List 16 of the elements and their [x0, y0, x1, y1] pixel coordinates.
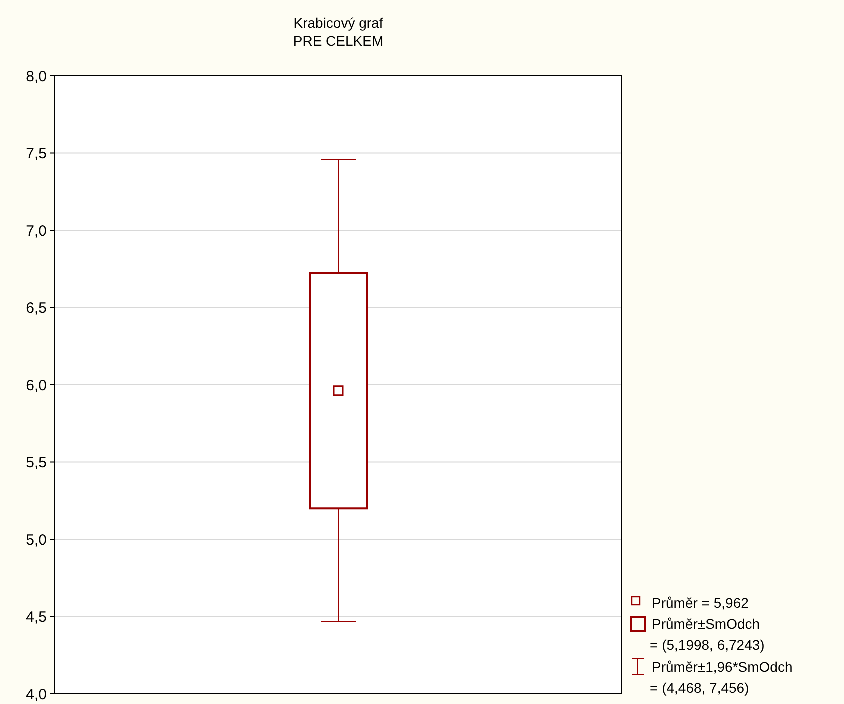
y-tick-label: 8,0 [26, 68, 47, 86]
y-tick-label: 7,0 [26, 222, 47, 240]
text: = (5,1998, 6,7243) [650, 636, 765, 653]
y-tick-label: 6,5 [26, 300, 47, 317]
text: Průměr±SmOdch [652, 616, 760, 632]
text: Průměr±1,96*SmOdch [652, 658, 793, 675]
y-tick-label: 7,5 [26, 146, 47, 162]
y-tick-label: 6,0 [26, 377, 47, 394]
text: Průměr = 5,962 [652, 594, 750, 611]
y-tick-label: 5,0 [26, 532, 47, 549]
y-tick-label: 4,0 [26, 686, 47, 704]
chart-title: Krabicový graf [294, 15, 384, 31]
text: = (4,468, 7,456) [650, 680, 750, 696]
y-tick-label: 4,5 [26, 609, 47, 626]
y-tick-label: 5,5 [26, 454, 47, 472]
chart-subtitle: PRE CELKEM [293, 33, 384, 49]
